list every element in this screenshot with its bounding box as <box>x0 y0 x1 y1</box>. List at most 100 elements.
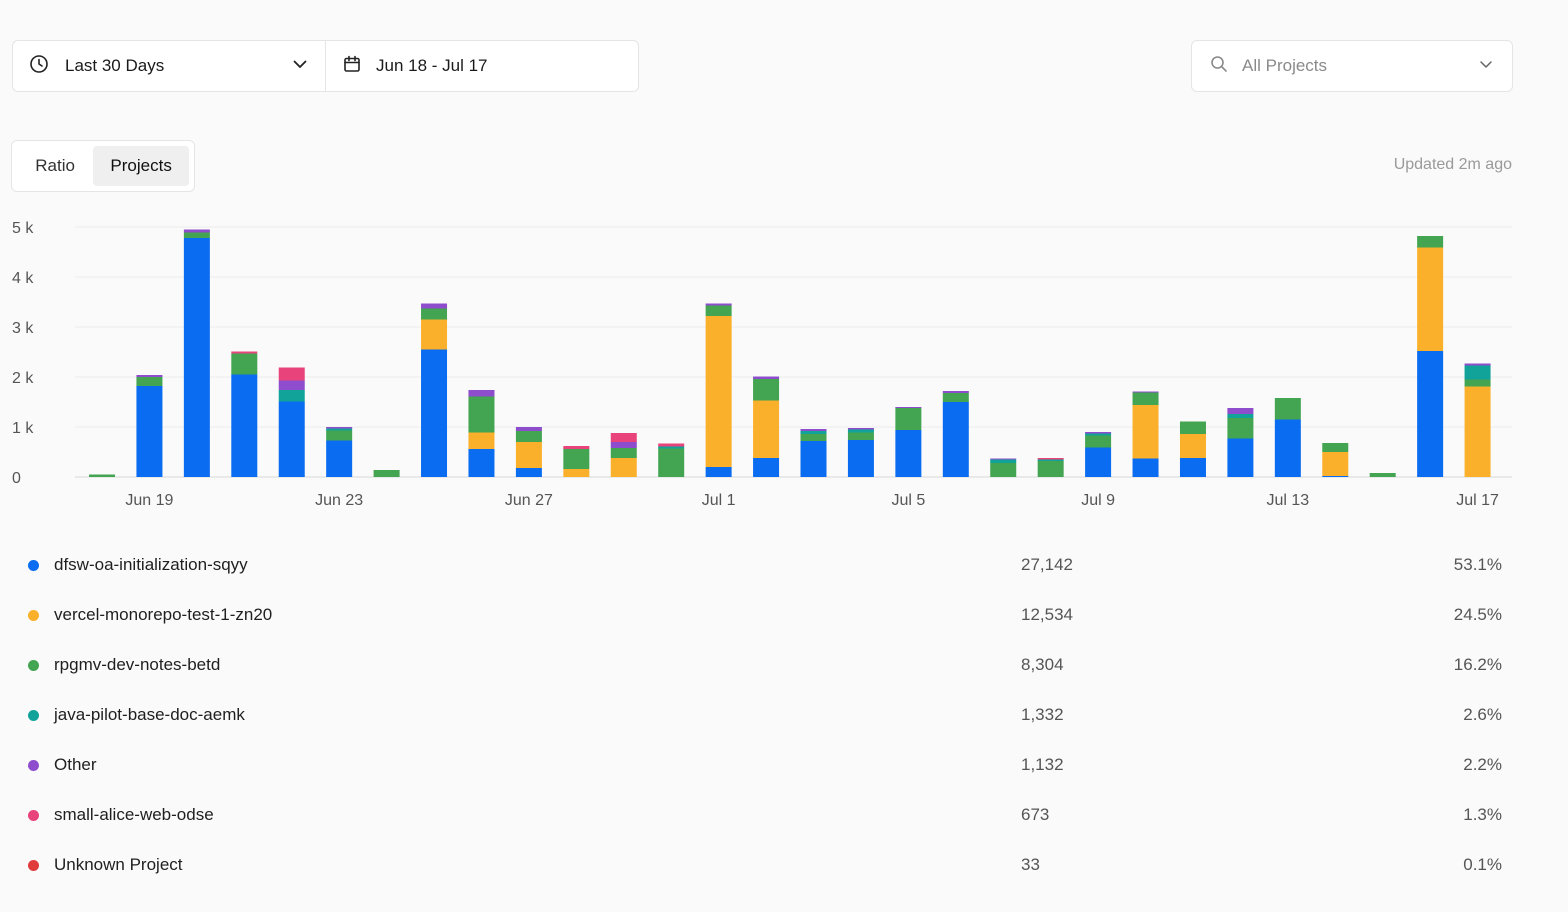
bar-segment[interactable] <box>373 470 400 477</box>
bar-stack[interactable] <box>705 303 732 478</box>
bar-stack[interactable] <box>1417 236 1444 477</box>
bar-segment[interactable] <box>1417 351 1444 477</box>
bar-segment[interactable] <box>753 400 780 459</box>
bar-segment[interactable] <box>468 449 495 477</box>
bar-segment[interactable] <box>1274 398 1301 420</box>
bar-segment[interactable] <box>183 229 210 233</box>
bar-segment[interactable] <box>183 232 210 239</box>
bar-stack[interactable] <box>610 433 637 477</box>
bar-segment[interactable] <box>895 407 922 408</box>
legend-row[interactable]: java-pilot-base-doc-aemk 1,332 2.6% <box>0 690 1568 740</box>
bar-segment[interactable] <box>326 440 353 478</box>
bar-segment[interactable] <box>515 431 542 442</box>
bar-segment[interactable] <box>800 441 827 477</box>
bar-segment[interactable] <box>1037 459 1064 462</box>
bar-segment[interactable] <box>1274 419 1301 478</box>
legend-row[interactable]: dfsw-oa-initialization-sqyy 27,142 53.1% <box>0 540 1568 590</box>
bar-segment[interactable] <box>1085 435 1112 448</box>
bar-stack[interactable] <box>658 443 685 478</box>
bar-stack[interactable] <box>563 446 590 477</box>
legend-row[interactable]: small-alice-web-odse 673 1.3% <box>0 790 1568 840</box>
bar-segment[interactable] <box>610 433 637 442</box>
bar-stack[interactable] <box>278 367 305 478</box>
bar-stack[interactable] <box>1132 391 1159 478</box>
tab-ratio[interactable]: Ratio <box>35 156 75 175</box>
bar-segment[interactable] <box>1322 443 1349 452</box>
bar-stack[interactable] <box>1037 458 1064 477</box>
bar-segment[interactable] <box>942 391 969 393</box>
bar-stack[interactable] <box>515 427 542 477</box>
bar-segment[interactable] <box>515 442 542 468</box>
bar-stack[interactable] <box>1464 363 1491 478</box>
bar-segment[interactable] <box>1179 434 1206 458</box>
bar-segment[interactable] <box>610 448 637 458</box>
bar-segment[interactable] <box>800 431 827 434</box>
bar-stack[interactable] <box>1085 432 1112 478</box>
bar-stack[interactable] <box>421 303 448 478</box>
bar-segment[interactable] <box>136 375 163 377</box>
bar-stack[interactable] <box>231 351 258 478</box>
bar-segment[interactable] <box>278 390 305 402</box>
bar-stack[interactable] <box>847 428 874 477</box>
project-filter-select[interactable]: All Projects <box>1191 40 1513 92</box>
bar-segment[interactable] <box>515 427 542 431</box>
bar-segment[interactable] <box>1227 438 1254 478</box>
bar-segment[interactable] <box>421 319 448 350</box>
bar-segment[interactable] <box>1085 433 1112 436</box>
bar-segment[interactable] <box>468 390 495 397</box>
bar-stack[interactable] <box>895 407 922 477</box>
bar-stack[interactable] <box>800 429 827 477</box>
bar-stack[interactable] <box>1274 398 1301 478</box>
bar-segment[interactable] <box>705 467 732 477</box>
bar-segment[interactable] <box>990 459 1017 464</box>
bar-segment[interactable] <box>563 469 590 477</box>
bar-segment[interactable] <box>705 305 732 317</box>
bar-segment[interactable] <box>800 434 827 441</box>
bar-segment[interactable] <box>1132 405 1159 459</box>
bar-segment[interactable] <box>1085 432 1112 434</box>
legend-row[interactable]: Other 1,132 2.2% <box>0 740 1568 790</box>
bar-segment[interactable] <box>895 408 922 430</box>
bar-segment[interactable] <box>1464 365 1491 380</box>
bar-segment[interactable] <box>231 353 258 375</box>
bar-segment[interactable] <box>1417 247 1444 352</box>
bar-segment[interactable] <box>1085 447 1112 478</box>
bar-segment[interactable] <box>231 374 258 478</box>
bar-segment[interactable] <box>1132 458 1159 478</box>
bar-segment[interactable] <box>89 474 115 478</box>
bar-segment[interactable] <box>610 442 637 448</box>
bar-stack[interactable] <box>468 390 495 477</box>
bar-segment[interactable] <box>1037 458 1064 460</box>
bar-segment[interactable] <box>800 429 827 431</box>
bar-stack[interactable] <box>1322 443 1349 477</box>
bar-segment[interactable] <box>1227 408 1254 414</box>
bar-segment[interactable] <box>658 446 685 449</box>
bar-segment[interactable] <box>1464 379 1491 387</box>
bar-segment[interactable] <box>705 316 732 467</box>
bar-segment[interactable] <box>183 238 210 477</box>
bar-segment[interactable] <box>278 401 305 478</box>
bar-segment[interactable] <box>278 367 305 381</box>
bar-segment[interactable] <box>990 458 1017 460</box>
bar-segment[interactable] <box>468 432 495 450</box>
bar-stack[interactable] <box>1179 421 1206 478</box>
tab-projects[interactable]: Projects <box>93 146 189 186</box>
bar-segment[interactable] <box>753 458 780 477</box>
bar-segment[interactable] <box>1037 461 1064 477</box>
bar-segment[interactable] <box>847 429 874 433</box>
legend-row[interactable]: Unknown Project 33 0.1% <box>0 840 1568 890</box>
bar-segment[interactable] <box>942 393 969 402</box>
bar-segment[interactable] <box>421 308 448 320</box>
bar-segment[interactable] <box>1132 392 1159 406</box>
bar-stack[interactable] <box>136 375 163 477</box>
bar-segment[interactable] <box>326 430 353 441</box>
date-range-picker[interactable]: Jun 18 - Jul 17 <box>326 41 638 91</box>
bar-segment[interactable] <box>1369 473 1396 477</box>
bar-segment[interactable] <box>1227 414 1254 418</box>
bar-segment[interactable] <box>1179 458 1206 477</box>
bar-segment[interactable] <box>136 377 163 386</box>
bar-segment[interactable] <box>1227 418 1254 439</box>
bar-segment[interactable] <box>847 428 874 430</box>
bar-stack[interactable] <box>1227 408 1254 478</box>
bar-segment[interactable] <box>278 380 305 391</box>
